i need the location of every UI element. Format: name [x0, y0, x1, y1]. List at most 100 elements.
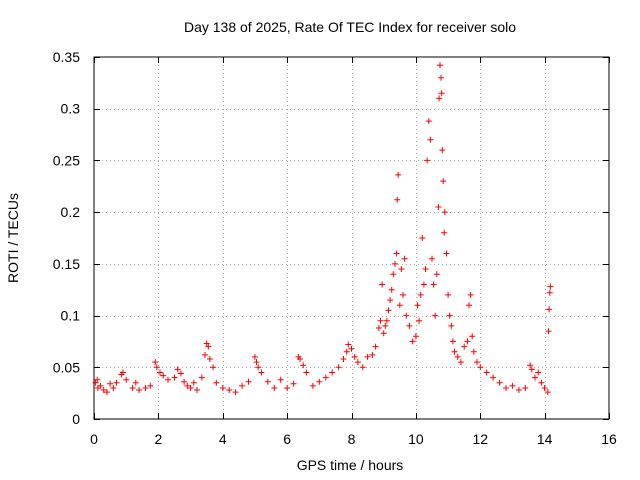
data-point: [398, 266, 405, 272]
data-point: [441, 229, 448, 236]
data-point: [464, 338, 471, 345]
x-axis-label: GPS time / hours: [297, 457, 404, 473]
data-point: [354, 359, 361, 366]
data-point: [245, 378, 252, 385]
data-point: [205, 343, 212, 350]
data-point: [251, 353, 258, 360]
data-point: [375, 325, 382, 331]
data-point: [496, 379, 503, 386]
data-point: [427, 136, 434, 143]
data-point: [264, 378, 271, 385]
data-point: [420, 281, 427, 288]
data-point: [132, 379, 139, 386]
data-point: [412, 333, 419, 340]
data-point: [379, 281, 386, 288]
x-tick-label: 14: [537, 431, 553, 447]
x-tick-label: 8: [348, 431, 356, 447]
data-point: [198, 374, 205, 381]
grid-lines: [94, 57, 609, 419]
data-point: [165, 376, 171, 383]
x-tick-label: 0: [90, 431, 98, 447]
data-point: [435, 204, 442, 210]
data-point: [110, 385, 117, 391]
data-point: [432, 312, 439, 319]
data-point: [528, 366, 535, 373]
data-point: [503, 385, 509, 391]
data-point: [171, 374, 178, 381]
data-point: [113, 379, 120, 386]
data-point: [359, 364, 366, 371]
data-point: [396, 302, 403, 309]
data-point: [316, 378, 323, 385]
data-point: [226, 387, 233, 393]
data-point: [467, 291, 474, 298]
data-point: [394, 196, 401, 203]
data-point: [309, 382, 316, 389]
data-point: [181, 378, 188, 385]
data-point: [123, 376, 130, 383]
data-point: [97, 382, 104, 389]
y-tick-label: 0.2: [61, 204, 81, 220]
data-point: [107, 380, 114, 387]
data-point: [129, 385, 136, 391]
data-point: [206, 356, 213, 362]
data-point: [393, 250, 400, 257]
data-point: [335, 364, 342, 371]
data-point: [400, 291, 406, 298]
data-point: [544, 389, 551, 396]
y-axis-label: ROTI / TECUs: [5, 193, 21, 283]
data-point: [277, 376, 284, 383]
data-point: [546, 289, 553, 296]
data-point: [184, 382, 191, 389]
data-point: [153, 364, 160, 371]
data-point: [429, 255, 435, 262]
x-tick-label: 4: [219, 431, 227, 447]
data-point: [329, 369, 336, 376]
data-point: [403, 312, 410, 319]
data-point: [300, 362, 307, 369]
data-point: [477, 364, 484, 371]
data-point: [174, 366, 181, 373]
data-point: [416, 317, 423, 324]
data-point: [547, 283, 554, 290]
data-point: [445, 291, 452, 298]
data-point: [449, 338, 456, 345]
data-point: [430, 281, 437, 288]
data-point: [422, 266, 429, 272]
data-point: [290, 380, 297, 387]
data-point: [451, 348, 458, 355]
data-point: [364, 353, 371, 360]
data-point: [284, 385, 291, 391]
data-point: [388, 286, 395, 293]
data-point: [147, 382, 154, 389]
data-point: [390, 271, 397, 278]
data-point: [469, 333, 476, 340]
y-tick-label: 0.15: [53, 256, 80, 272]
data-point: [120, 369, 126, 376]
data-point: [190, 379, 197, 386]
data-point: [383, 317, 390, 324]
data-point: [380, 330, 387, 337]
data-point: [446, 312, 453, 319]
data-point: [136, 387, 143, 393]
data-point: [392, 260, 398, 267]
data-point: [419, 235, 426, 241]
plot-frame: [93, 56, 610, 420]
chart-title: Day 138 of 2025, Rate Of TEC Index for r…: [184, 19, 516, 35]
data-point: [385, 307, 392, 314]
data-point: [343, 348, 350, 355]
data-point: [142, 385, 149, 391]
data-point: [369, 351, 376, 358]
data-point: [387, 297, 394, 304]
data-points: [92, 62, 554, 396]
data-point: [409, 338, 416, 345]
data-point: [255, 364, 262, 371]
data-point: [532, 374, 538, 381]
data-point: [490, 374, 497, 381]
data-point: [382, 322, 389, 329]
data-point: [457, 359, 464, 366]
data-point: [377, 317, 384, 324]
data-point: [303, 369, 310, 376]
data-point: [527, 362, 534, 369]
data-point: [474, 359, 480, 366]
